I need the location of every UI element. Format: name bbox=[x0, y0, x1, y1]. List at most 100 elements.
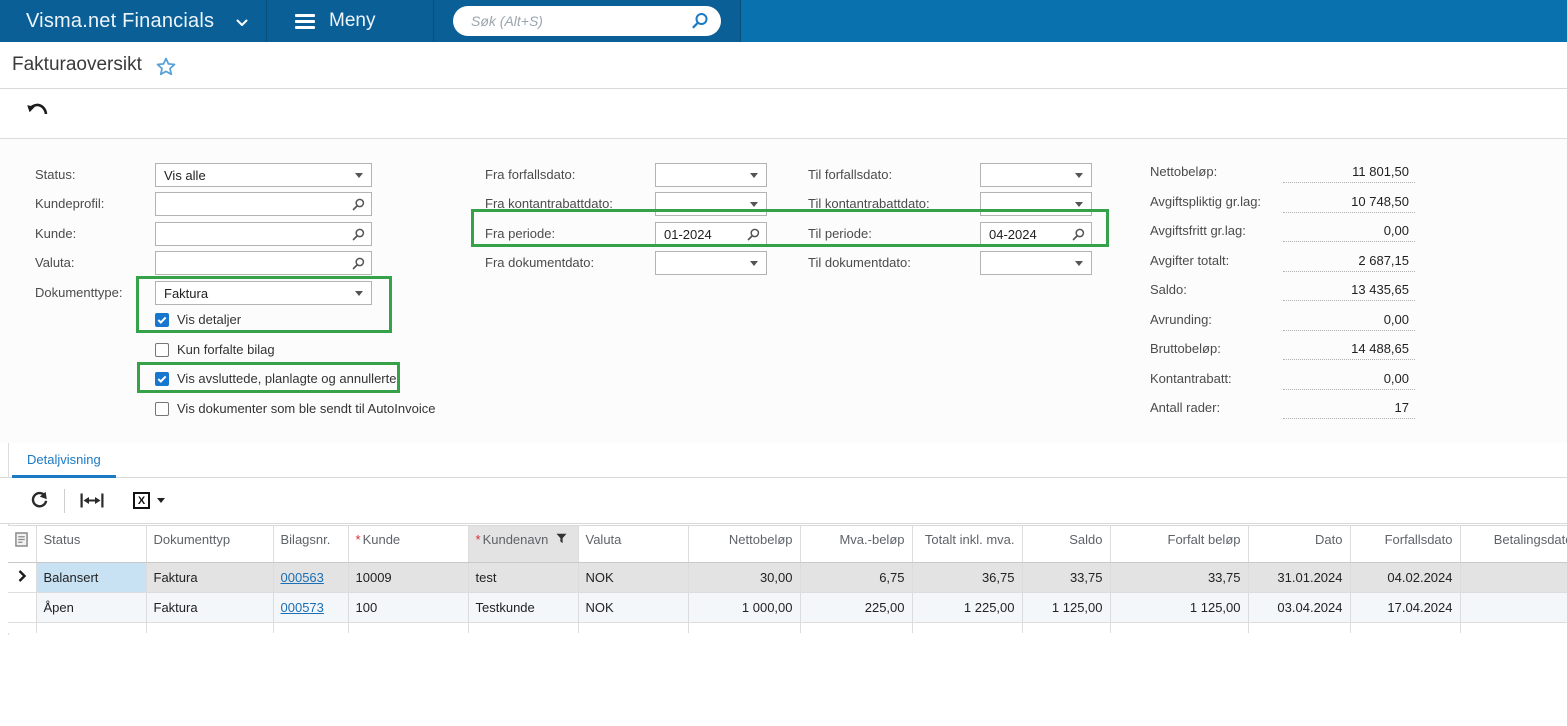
til-kontantrabattdato-select[interactable] bbox=[980, 192, 1092, 216]
notes-icon bbox=[15, 532, 28, 547]
column-header-dato[interactable]: Dato bbox=[1248, 526, 1350, 563]
refresh-button[interactable] bbox=[28, 491, 50, 510]
lookup-magnifier-icon bbox=[352, 257, 365, 270]
row-pointer-cell bbox=[8, 593, 36, 623]
column-header-valuta[interactable]: Valuta bbox=[578, 526, 688, 563]
bruttobelop-label: Bruttobeløp: bbox=[1150, 341, 1300, 356]
checkbox-kun-forfalte-bilag[interactable]: Kun forfalte bilag bbox=[155, 342, 275, 357]
chevron-right-icon bbox=[18, 570, 26, 582]
search-box[interactable] bbox=[453, 6, 721, 36]
column-header-totalt-inkl-mva[interactable]: Totalt inkl. mva. bbox=[912, 526, 1022, 563]
fit-width-button[interactable] bbox=[79, 493, 105, 508]
avrunding-value: 0,00 bbox=[1283, 312, 1415, 331]
avgiftspliktig-label: Avgiftspliktig gr.lag: bbox=[1150, 194, 1300, 209]
kunde-lookup[interactable] bbox=[155, 222, 372, 246]
column-header-dokumenttyp[interactable]: Dokumenttyp bbox=[146, 526, 273, 563]
column-header-betalingsdato[interactable]: Betalingsdato bbox=[1460, 526, 1567, 563]
fra-forfallsdato-select[interactable] bbox=[655, 163, 767, 187]
cell-kundenavn: Testkunde bbox=[468, 593, 578, 623]
column-header-status[interactable]: Status bbox=[36, 526, 146, 563]
top-navigation-bar: Visma.net Financials Meny bbox=[0, 0, 1567, 42]
undo-button[interactable] bbox=[26, 101, 50, 119]
til-periode-lookup[interactable]: 04-2024 bbox=[980, 222, 1092, 246]
column-header-saldo[interactable]: Saldo bbox=[1022, 526, 1110, 563]
table-row[interactable]: Åpen Faktura 000573 100 Testkunde NOK 1 … bbox=[8, 593, 1567, 623]
fra-kontantrabattdato-select[interactable] bbox=[655, 192, 767, 216]
checkbox-vis-detaljer[interactable]: Vis detaljer bbox=[155, 312, 241, 327]
main-menu-button[interactable]: Meny bbox=[267, 0, 434, 42]
table-row-selected[interactable]: Balansert Faktura 000563 10009 test NOK … bbox=[8, 563, 1567, 593]
column-header-kunde[interactable]: *Kunde bbox=[348, 526, 468, 563]
nettobelop-label: Nettobeløp: bbox=[1150, 164, 1300, 179]
refresh-icon bbox=[30, 491, 49, 510]
kundeprofil-label: Kundeprofil: bbox=[35, 192, 104, 216]
row-pointer-cell bbox=[8, 563, 36, 593]
cell-forfallsdato: 17.04.2024 bbox=[1350, 593, 1460, 623]
checkbox-unchecked-icon bbox=[155, 402, 169, 416]
avrunding-label: Avrunding: bbox=[1150, 312, 1300, 327]
tab-detaljvisning[interactable]: Detaljvisning bbox=[12, 443, 116, 478]
lookup-magnifier-icon bbox=[352, 228, 365, 241]
filter-funnel-icon[interactable] bbox=[556, 533, 567, 544]
search-icon[interactable] bbox=[691, 12, 709, 30]
export-excel-button[interactable]: X bbox=[133, 492, 165, 509]
cell-forfalt-belop: 1 125,00 bbox=[1110, 593, 1248, 623]
column-header-forfalt-belop[interactable]: Forfalt beløp bbox=[1110, 526, 1248, 563]
cell-status[interactable]: Balansert bbox=[36, 563, 146, 593]
favorite-star-icon[interactable] bbox=[156, 57, 176, 76]
table-header-row: Status Dokumenttyp Bilagsnr. *Kunde *Kun… bbox=[8, 526, 1567, 563]
checkbox-vis-avsluttede[interactable]: Vis avsluttede, planlagte og annullerte bbox=[155, 371, 396, 386]
column-header-forfallsdato[interactable]: Forfallsdato bbox=[1350, 526, 1460, 563]
brand-title: Visma.net Financials bbox=[26, 10, 214, 33]
status-label: Status: bbox=[35, 163, 75, 187]
cell-saldo: 1 125,00 bbox=[1022, 593, 1110, 623]
kunde-label: Kunde: bbox=[35, 222, 76, 246]
cell-bilagsnr: 000573 bbox=[273, 593, 348, 623]
cell-dokumenttyp: Faktura bbox=[146, 593, 273, 623]
status-select[interactable]: Vis alle bbox=[155, 163, 372, 187]
cell-nettobelop: 30,00 bbox=[688, 563, 800, 593]
notes-column-header[interactable] bbox=[8, 526, 36, 563]
invoice-table: Status Dokumenttyp Bilagsnr. *Kunde *Kun… bbox=[8, 525, 1567, 633]
document-link[interactable]: 000563 bbox=[281, 570, 324, 585]
chevron-down-icon bbox=[236, 19, 248, 27]
dokumenttype-select[interactable]: Faktura bbox=[155, 281, 372, 305]
document-link[interactable]: 000573 bbox=[281, 600, 324, 615]
til-kontantrabattdato-label: Til kontantrabattdato: bbox=[808, 192, 930, 216]
brand-menu[interactable]: Visma.net Financials bbox=[0, 0, 267, 42]
column-header-kundenavn[interactable]: *Kundenavn bbox=[468, 526, 578, 563]
til-forfallsdato-label: Til forfallsdato: bbox=[808, 163, 892, 187]
app-window: Visma.net Financials Meny Fakturaoversik… bbox=[0, 0, 1567, 726]
fra-dokumentdato-select[interactable] bbox=[655, 251, 767, 275]
page-header: Fakturaoversikt bbox=[0, 42, 1567, 89]
caret-down-icon bbox=[1075, 173, 1083, 178]
column-header-bilagsnr[interactable]: Bilagsnr. bbox=[273, 526, 348, 563]
lookup-magnifier-icon bbox=[747, 228, 760, 241]
caret-down-icon bbox=[1075, 202, 1083, 207]
kontantrabatt-label: Kontantrabatt: bbox=[1150, 371, 1300, 386]
cell-kundenavn: test bbox=[468, 563, 578, 593]
kundeprofil-lookup[interactable] bbox=[155, 192, 372, 216]
til-dokumentdato-select[interactable] bbox=[980, 251, 1092, 275]
checkbox-vis-autoinvoice[interactable]: Vis dokumenter som ble sendt til AutoInv… bbox=[155, 401, 435, 416]
nettobelop-value: 11 801,50 bbox=[1283, 164, 1415, 183]
caret-down-icon bbox=[750, 202, 758, 207]
til-forfallsdato-select[interactable] bbox=[980, 163, 1092, 187]
hamburger-icon bbox=[295, 11, 315, 32]
caret-down-icon bbox=[157, 498, 165, 503]
column-header-mva-belop[interactable]: Mva.-beløp bbox=[800, 526, 912, 563]
column-header-nettobelop[interactable]: Nettobeløp bbox=[688, 526, 800, 563]
tab-bar: Detaljvisning bbox=[0, 443, 1567, 478]
search-area bbox=[434, 0, 741, 42]
fra-periode-lookup[interactable]: 01-2024 bbox=[655, 222, 767, 246]
cell-dato: 31.01.2024 bbox=[1248, 563, 1350, 593]
search-input[interactable] bbox=[469, 12, 691, 30]
valuta-label: Valuta: bbox=[35, 251, 75, 275]
cell-kunde: 10009 bbox=[348, 563, 468, 593]
cell-kunde: 100 bbox=[348, 593, 468, 623]
valuta-lookup[interactable] bbox=[155, 251, 372, 275]
fra-kontantrabattdato-label: Fra kontantrabattdato: bbox=[485, 192, 613, 216]
page-title: Fakturaoversikt bbox=[12, 54, 142, 76]
fra-dokumentdato-label: Fra dokumentdato: bbox=[485, 251, 594, 275]
cell-mva-belop: 225,00 bbox=[800, 593, 912, 623]
